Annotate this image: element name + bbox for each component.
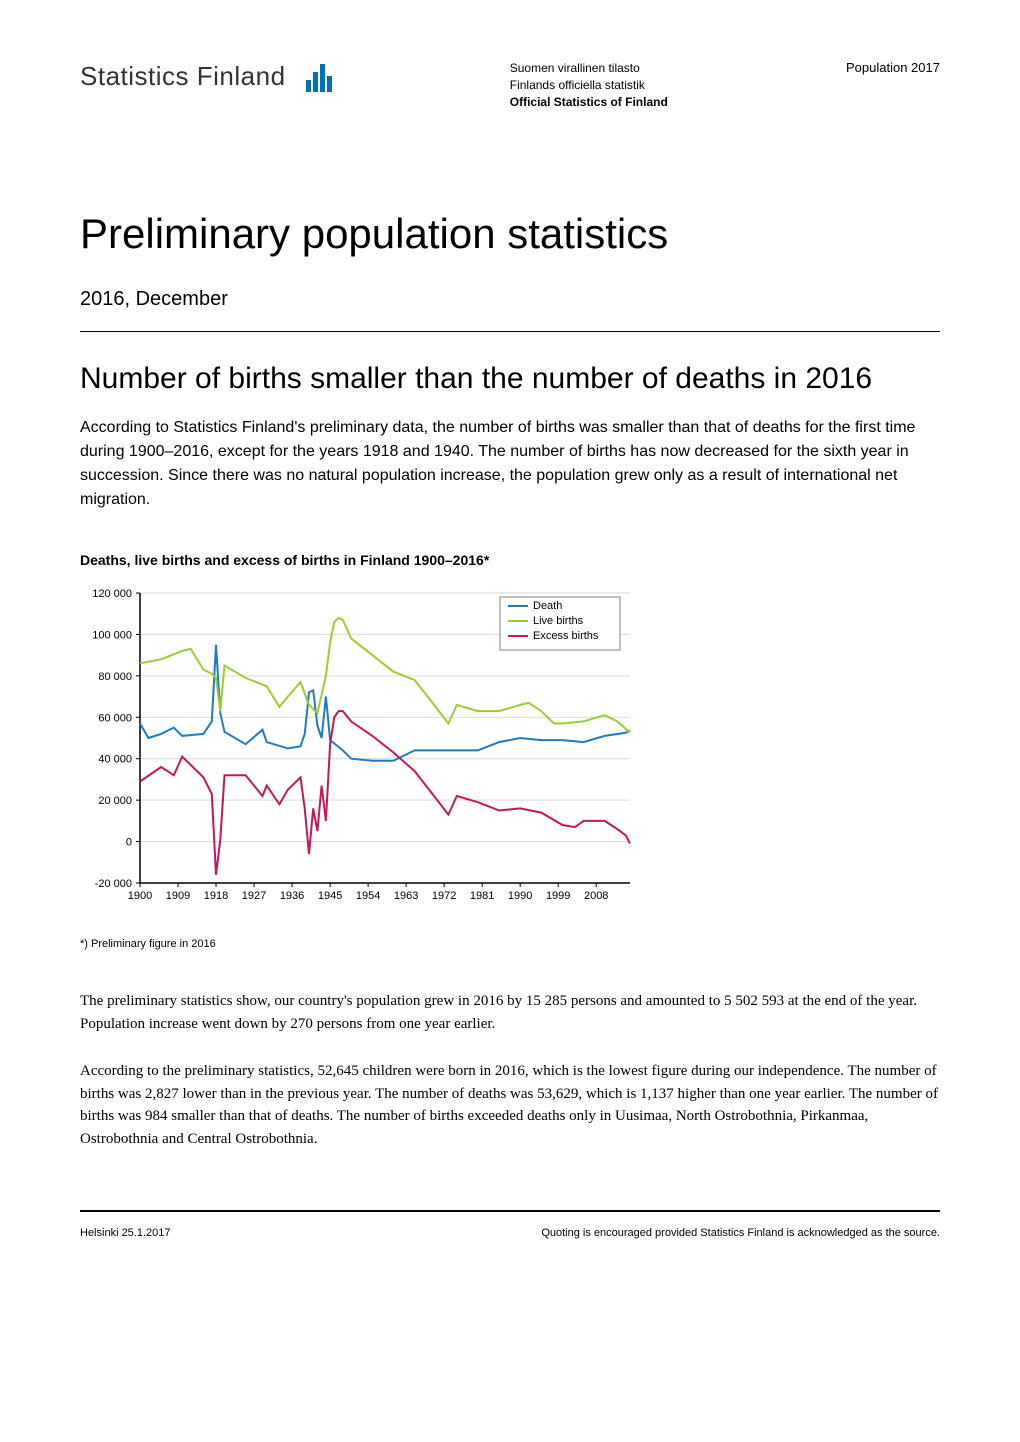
header-left: Statistics Finland xyxy=(80,60,332,92)
page-title: Preliminary population statistics xyxy=(80,210,940,258)
logo-bar xyxy=(327,76,332,92)
svg-text:0: 0 xyxy=(126,837,132,849)
svg-text:Excess births: Excess births xyxy=(533,630,599,642)
svg-text:Live births: Live births xyxy=(533,615,584,627)
footer-right: Quoting is encouraged provided Statistic… xyxy=(541,1227,940,1239)
svg-text:1999: 1999 xyxy=(546,890,570,902)
chart-area: -20 000 0 20 000 40 000 60 000 80 000 100 000 1… xyxy=(80,583,940,918)
divider xyxy=(80,331,940,332)
svg-text:1918: 1918 xyxy=(204,890,228,902)
svg-text:2008: 2008 xyxy=(584,890,608,902)
header-row: Statistics Finland Suomen virallinen til… xyxy=(80,60,940,110)
svg-text:1927: 1927 xyxy=(242,890,266,902)
logo-text: Statistics Finland xyxy=(80,61,286,92)
svg-text:20 000: 20 000 xyxy=(98,796,132,808)
official-line-1: Suomen virallinen tilasto xyxy=(510,60,668,77)
header-category: Population 2017 xyxy=(846,60,940,75)
svg-text:80 000: 80 000 xyxy=(98,671,132,683)
svg-text:1972: 1972 xyxy=(432,890,456,902)
header-official-text: Suomen virallinen tilasto Finlands offic… xyxy=(510,60,668,110)
svg-text:1945: 1945 xyxy=(318,890,342,902)
lead-paragraph: According to Statistics Finland's prelim… xyxy=(80,416,940,512)
svg-text:Death: Death xyxy=(533,600,562,612)
body-paragraph-2: According to the preliminary statistics,… xyxy=(80,1060,940,1150)
footer-divider xyxy=(80,1210,940,1212)
svg-text:-20 000: -20 000 xyxy=(95,878,132,890)
date-subtitle: 2016, December xyxy=(80,288,940,311)
footer-left: Helsinki 25.1.2017 xyxy=(80,1227,171,1239)
footer-row: Helsinki 25.1.2017 Quoting is encouraged… xyxy=(80,1227,940,1239)
svg-text:1981: 1981 xyxy=(470,890,494,902)
logo-bar xyxy=(306,80,311,92)
logo-bar xyxy=(320,64,325,92)
official-line-3: Official Statistics of Finland xyxy=(510,94,668,111)
svg-text:120 000: 120 000 xyxy=(92,588,132,600)
logo-bar xyxy=(313,72,318,92)
svg-text:100 000: 100 000 xyxy=(92,630,132,642)
svg-text:1990: 1990 xyxy=(508,890,532,902)
body-paragraph-1: The preliminary statistics show, our cou… xyxy=(80,990,940,1035)
svg-text:60 000: 60 000 xyxy=(98,713,132,725)
svg-text:1963: 1963 xyxy=(394,890,418,902)
svg-text:1936: 1936 xyxy=(280,890,304,902)
svg-text:1909: 1909 xyxy=(166,890,190,902)
line-chart: -20 000 0 20 000 40 000 60 000 80 000 100 000 1… xyxy=(80,583,640,913)
section-heading: Number of births smaller than the number… xyxy=(80,362,940,396)
chart-title: Deaths, live births and excess of births… xyxy=(80,552,940,568)
chart-caption: *) Preliminary figure in 2016 xyxy=(80,938,940,950)
footer: Helsinki 25.1.2017 Quoting is encouraged… xyxy=(80,1210,940,1239)
official-line-2: Finlands officiella statistik xyxy=(510,77,668,94)
svg-text:1900: 1900 xyxy=(128,890,152,902)
svg-text:1954: 1954 xyxy=(356,890,380,902)
svg-text:40 000: 40 000 xyxy=(98,754,132,766)
statistics-finland-logo-icon xyxy=(306,60,332,92)
